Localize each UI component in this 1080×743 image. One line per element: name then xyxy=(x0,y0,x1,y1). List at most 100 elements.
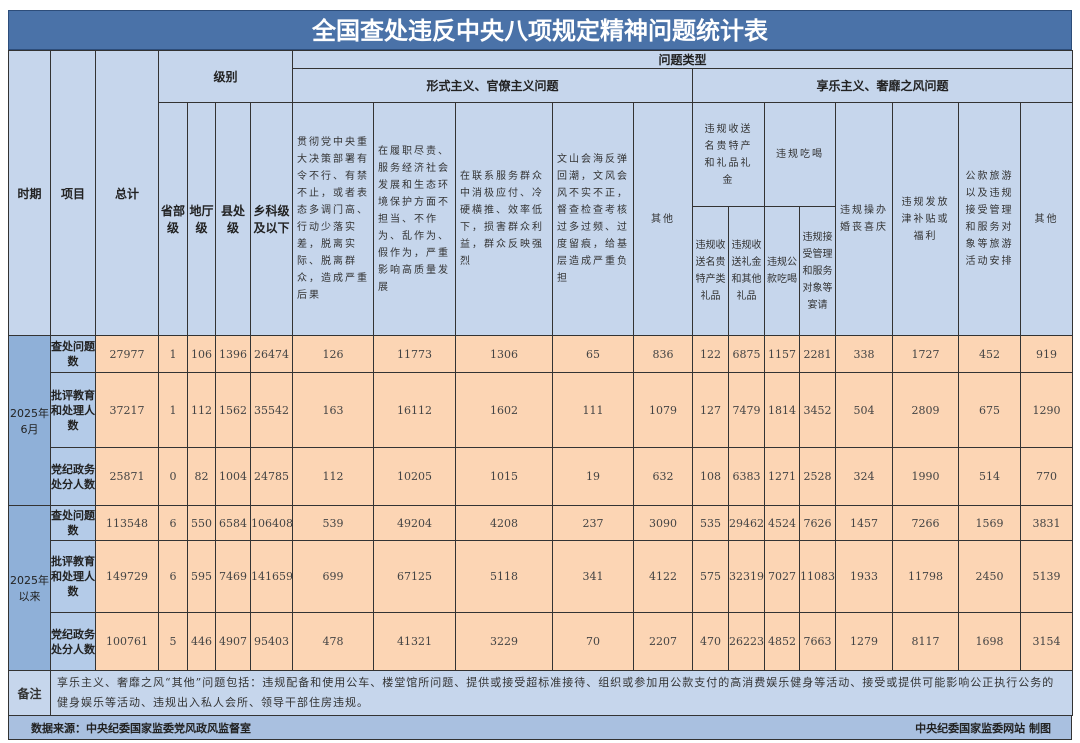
header-level: 级别 xyxy=(157,50,294,103)
header-dining-sub: 违规接受管理和服务对象等宴请 xyxy=(799,206,837,336)
value-cell: 1569 xyxy=(958,505,1022,541)
value-cell: 141659 xyxy=(249,540,294,613)
value-cell: 2207 xyxy=(633,612,694,671)
value-cell: 2528 xyxy=(799,447,837,506)
item-cell: 党纪政务处分人数 xyxy=(50,612,96,671)
value-cell: 49204 xyxy=(373,505,457,541)
value-cell: 514 xyxy=(958,447,1022,506)
value-cell: 4122 xyxy=(633,540,694,613)
value-cell: 1306 xyxy=(455,335,554,373)
value-cell: 112 xyxy=(292,447,375,506)
value-cell: 70 xyxy=(552,612,635,671)
header-formalism-col: 在履职尽责、服务经济社会发展和生态环境保护方面不担当、不作为、乱作为、假作为，严… xyxy=(373,102,457,336)
value-cell: 1933 xyxy=(835,540,894,613)
header-gifts-sub: 违规收送名贵特产类礼品 xyxy=(692,206,730,336)
value-cell: 504 xyxy=(835,372,894,448)
value-cell: 7479 xyxy=(728,372,766,448)
value-cell: 237 xyxy=(552,505,635,541)
value-cell: 550 xyxy=(187,505,216,541)
value-cell: 3090 xyxy=(633,505,694,541)
table-row: 批评教育和处理人数 149729 6 595 7469 141659 699 67125 511… xyxy=(9,540,1074,613)
table-row: 2025年以来 查处问题数 113548 6 550 6584 106408 539 49204… xyxy=(8,505,1074,671)
value-cell: 4852 xyxy=(764,612,801,671)
value-cell: 770 xyxy=(1020,447,1074,506)
value-cell: 338 xyxy=(835,335,894,373)
header-problem-type: 问题类型 xyxy=(292,50,1074,69)
value-cell: 24785 xyxy=(249,447,294,506)
value-cell: 1015 xyxy=(455,447,554,506)
notes-text: 享乐主义、奢靡之风“其他”问题包括：违规配备和使用公车、楼堂馆所问题、提供或接受… xyxy=(49,670,1074,716)
value-cell: 2281 xyxy=(799,335,837,373)
value-cell: 100761 xyxy=(95,612,159,671)
value-cell: 699 xyxy=(292,540,375,613)
value-cell: 163 xyxy=(292,372,375,448)
header-hedonism-col: 公款旅游以及违规接受管理和服务对象等旅游活动安排 xyxy=(958,102,1022,336)
value-cell: 2809 xyxy=(892,372,960,448)
value-cell: 122 xyxy=(692,335,730,373)
value-cell: 112 xyxy=(187,372,216,448)
value-cell: 8117 xyxy=(892,612,960,671)
value-cell: 3452 xyxy=(799,372,837,448)
stats-table-container: 全国查处违反中央八项规定精神问题统计表 时期 项目 总计 级别 问题类型 形式主… xyxy=(8,10,1074,740)
value-cell: 0 xyxy=(158,447,188,506)
value-cell: 67125 xyxy=(373,540,457,613)
header-level-county: 县处级 xyxy=(215,102,251,336)
value-cell: 6 xyxy=(158,505,188,541)
value-cell: 3831 xyxy=(1020,505,1074,541)
value-cell: 127 xyxy=(692,372,730,448)
period-cell: 2025年以来 xyxy=(8,505,51,671)
header-hedonism: 享乐主义、奢靡之风问题 xyxy=(692,68,1074,103)
value-cell: 1290 xyxy=(1020,372,1074,448)
value-cell: 10205 xyxy=(373,447,457,506)
table-body: 2025年6月 查处问题数 27977 1 106 1396 26474 126 11773 13… xyxy=(8,335,1074,671)
table-row: 批评教育和处理人数 37217 1 112 1562 35542 163 16112 1602 1… xyxy=(9,372,1074,448)
value-cell: 4907 xyxy=(215,612,251,671)
header-level-province: 省部级 xyxy=(158,102,188,336)
header-level-prefecture: 地厅级 xyxy=(187,102,216,336)
value-cell: 446 xyxy=(187,612,216,671)
header-formalism-col: 文山会海反弹回潮，文风会风不实不正，督查检查考核过多过频、过度留痕，给基层造成严… xyxy=(552,102,635,336)
header-level-township: 乡科级及以下 xyxy=(249,102,294,336)
value-cell: 324 xyxy=(835,447,894,506)
value-cell: 341 xyxy=(552,540,635,613)
value-cell: 6 xyxy=(158,540,188,613)
value-cell: 1562 xyxy=(215,372,251,448)
value-cell: 26223 xyxy=(728,612,766,671)
value-cell: 1457 xyxy=(835,505,894,541)
item-cell: 批评教育和处理人数 xyxy=(50,540,96,613)
value-cell: 19 xyxy=(552,447,635,506)
value-cell: 111 xyxy=(552,372,635,448)
header-hedonism-col: 违规发放津补贴或福利 xyxy=(892,102,960,336)
item-cell: 查处问题数 xyxy=(50,335,96,373)
value-cell: 1814 xyxy=(764,372,801,448)
value-cell: 2450 xyxy=(958,540,1022,613)
notes-label: 备注 xyxy=(8,670,51,716)
header-item: 项目 xyxy=(50,50,96,336)
value-cell: 16112 xyxy=(373,372,457,448)
value-cell: 41321 xyxy=(373,612,457,671)
header-dining-sub: 违规公款吃喝 xyxy=(764,206,801,336)
header-dining: 违规吃喝 xyxy=(764,102,837,207)
value-cell: 29462 xyxy=(728,505,766,541)
value-cell: 11798 xyxy=(892,540,960,613)
value-cell: 106 xyxy=(187,335,216,373)
data-source: 数据来源：中央纪委国家监委党风政风监督室 xyxy=(31,721,251,735)
value-cell: 5139 xyxy=(1020,540,1074,613)
value-cell: 595 xyxy=(187,540,216,613)
value-cell: 37217 xyxy=(95,372,159,448)
value-cell: 1 xyxy=(158,335,188,373)
header-formalism-col: 贯彻党中央重大决策部署有令不行、有禁不止，或者表态多调门高、行动少落实差，脱离实… xyxy=(292,102,375,336)
value-cell: 1079 xyxy=(633,372,694,448)
value-cell: 1 xyxy=(158,372,188,448)
value-cell: 149729 xyxy=(95,540,159,613)
value-cell: 632 xyxy=(633,447,694,506)
value-cell: 3229 xyxy=(455,612,554,671)
value-cell: 1271 xyxy=(764,447,801,506)
value-cell: 32319 xyxy=(728,540,766,613)
value-cell: 836 xyxy=(633,335,694,373)
value-cell: 6875 xyxy=(728,335,766,373)
header-hedonism-col: 违规操办婚丧喜庆 xyxy=(835,102,894,336)
value-cell: 470 xyxy=(692,612,730,671)
value-cell: 7027 xyxy=(764,540,801,613)
item-cell: 批评教育和处理人数 xyxy=(50,372,96,448)
